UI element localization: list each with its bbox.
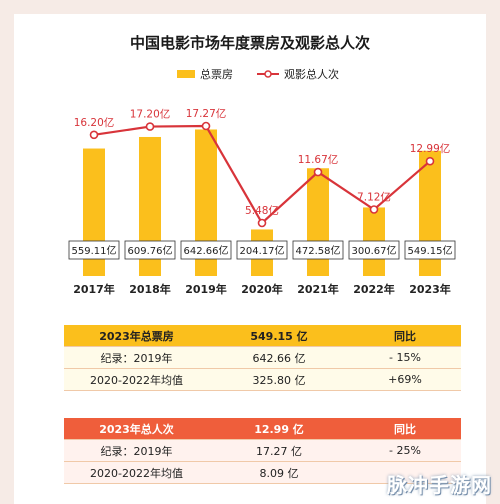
line-series: 16.20亿 17.20亿 17.27亿 5.48亿 11.67亿 7.12亿 12.99亿 [74,107,451,228]
x-tick-label: 2022年 [353,282,395,296]
line-value-label: 7.12亿 [357,191,391,204]
x-tick-label: 2023年 [409,282,451,296]
table-cell: 17.27 亿 [209,439,349,462]
line-point [313,167,323,177]
line-value-label: 11.67亿 [298,153,339,166]
bar-value-label: 609.76亿 [128,244,173,257]
bar-value-label-box [404,240,456,260]
table-cell: 2020-2022年均值 [64,461,209,484]
line-point [89,130,99,140]
line-value-label: 12.99亿 [410,142,451,155]
bar-value-label-box [68,240,120,260]
table-row: 2020-2022年均值 325.80 亿 +69% [64,368,461,391]
watermark: 脉冲手游网 [387,473,492,497]
chart-legend: 总票房 观影总人次 [177,67,339,81]
table-header-row: 2023年总人次 12.99 亿 同比 [64,418,461,440]
table-cell: 纪录：2019年 [64,439,209,462]
table-cell: 同比 [349,418,461,440]
chart-title: 中国电影市场年度票房及观影总人次 [130,34,370,52]
line-value-label: 17.20亿 [130,108,171,121]
bar [195,129,217,276]
infographic-card: 中国电影市场年度票房及观影总人次 总票房 观影总人次 16.20亿 17.20亿 1… [14,14,486,504]
table-cell: 同比 [349,325,461,347]
bar-value-label-box [236,240,288,260]
line-point [369,205,379,214]
table-cell: 642.66 亿 [209,346,349,369]
table-row: 2020-2022年均值 8.09 亿 [64,461,461,484]
bar-value-label: 642.66亿 [184,244,229,257]
box-office-table: 2023年总票房 549.15 亿 同比 纪录：2019年 642.66 亿 -… [64,325,461,391]
table-cell: - 15% [349,346,461,369]
table-cell: 2020-2022年均值 [64,368,209,391]
line-value-label: 5.48亿 [245,204,279,217]
table-cell: 12.99 亿 [209,418,349,440]
x-tick-label: 2021年 [297,282,339,296]
line-value-label: 16.20亿 [74,116,115,129]
bar-value-label-box [348,240,400,260]
line-point [145,122,155,131]
legend-bar-label: 总票房 [200,67,233,81]
table-cell: 549.15 亿 [209,325,349,347]
bar-value-labels: 559.11亿 609.76亿 642.66亿 204.17亿 472.58亿 300.6… [68,240,456,260]
table-cell: 2023年总票房 [64,325,209,347]
table-cell: 8.09 亿 [209,461,349,484]
line-point [425,156,435,166]
x-tick-label: 2017年 [73,282,115,296]
table-row: 纪录：2019年 17.27 亿 - 25% [64,439,461,462]
table-cell: +69% [349,368,461,391]
bar-value-label-box [292,240,344,260]
legend-line-label: 观影总人次 [284,67,339,81]
x-tick-label: 2018年 [129,282,171,296]
legend-bar-swatch [177,70,195,78]
bar-value-label-box [124,240,176,260]
line-point [201,121,211,131]
bar [307,168,329,276]
bar-value-label: 549.15亿 [408,244,453,257]
line-value-label: 17.27亿 [186,107,227,120]
bar-value-label: 300.67亿 [352,244,397,257]
table-cell: 纪录：2019年 [64,346,209,369]
x-tick-label: 2020年 [241,282,283,296]
bar-value-label: 204.17亿 [240,244,285,257]
audience-table: 2023年总人次 12.99 亿 同比 纪录：2019年 17.27 亿 - 2… [64,418,461,484]
table-cell: - 25% [349,439,461,462]
table-header-row: 2023年总票房 549.15 亿 同比 [64,325,461,347]
table-cell: 2023年总人次 [64,418,209,440]
x-tick-label: 2019年 [185,282,227,296]
table-cell: 325.80 亿 [209,368,349,391]
x-axis: 2017年 2018年 2019年 2020年 2021年 2022年 2023年 [73,282,451,296]
legend-line-marker [264,70,272,78]
line-point [257,218,267,228]
bar-value-label: 559.11亿 [72,244,117,257]
bar-value-label: 472.58亿 [296,244,341,257]
table-cell [349,461,461,484]
table-row: 纪录：2019年 642.66 亿 - 15% [64,346,461,369]
bar-value-label-box [180,240,232,260]
